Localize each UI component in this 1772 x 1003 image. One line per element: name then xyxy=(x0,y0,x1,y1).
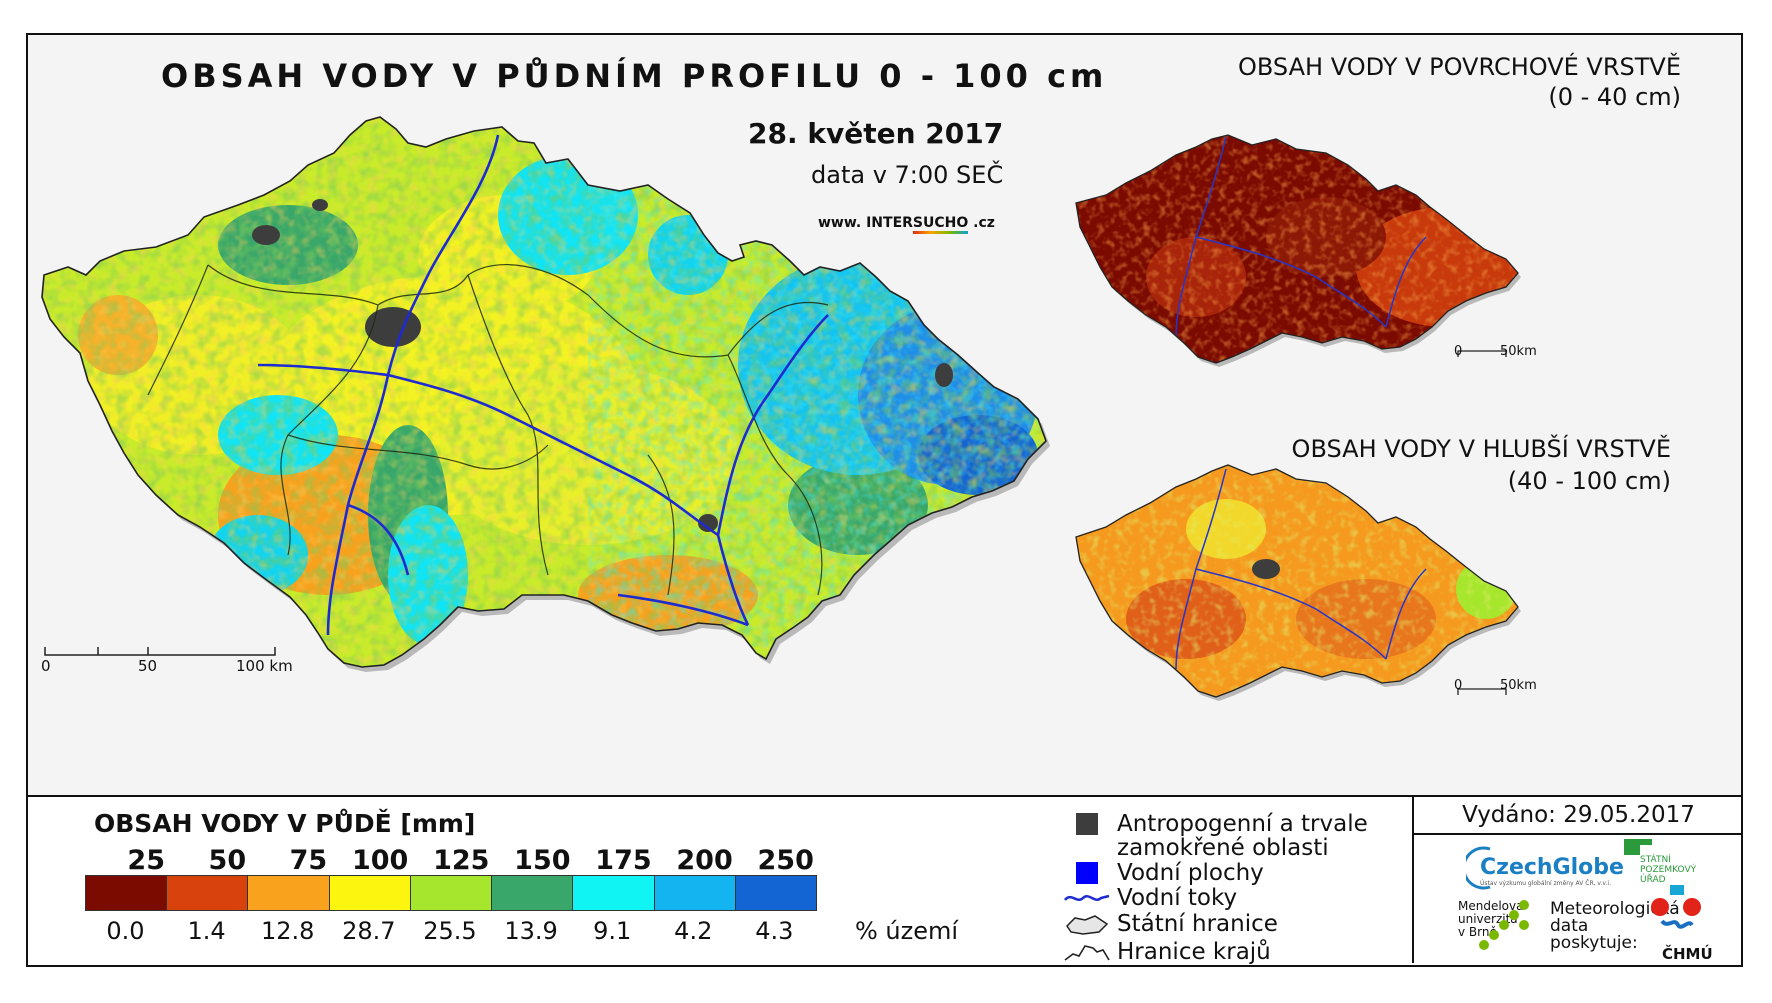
symbol-row-region-border: Hranice krajů xyxy=(1063,939,1271,965)
meteo-provider-text: Meteorologická data poskytuje: xyxy=(1550,901,1680,952)
legend-class-break-0: 25 xyxy=(127,845,165,876)
region-border-icon xyxy=(1063,939,1111,965)
legend-class-break-4: 125 xyxy=(433,845,490,876)
symbol-label-anthropogenic-2: zamokřené oblasti xyxy=(1117,835,1329,861)
spu-line-2: POZEMKOVÝ xyxy=(1640,865,1697,875)
inset-top-subtitle: (0 - 40 cm) xyxy=(1548,83,1681,111)
legend-percent-7: 4.2 xyxy=(674,917,713,945)
river-line-icon xyxy=(1063,885,1111,911)
inset-map-deep xyxy=(1075,464,1521,701)
legend-percent-0: 0.0 xyxy=(106,917,145,945)
legend-class-break-3: 100 xyxy=(351,845,409,876)
map-frame: 0 50 100 km xyxy=(26,33,1743,967)
legend-percent-3: 28.7 xyxy=(342,917,396,945)
main-scale-bar xyxy=(44,647,276,656)
symbol-label-rivers: Vodní toky xyxy=(1117,885,1238,911)
legend-swatch-0 xyxy=(86,876,168,910)
spu-line-1: STÁTNÍ xyxy=(1640,855,1671,865)
legend-percent-4: 25.5 xyxy=(423,917,477,945)
spu-line-3: ÚŘAD xyxy=(1640,875,1666,885)
chmu-logo-icon xyxy=(1651,885,1701,929)
legend-swatch-2 xyxy=(248,876,330,910)
symbol-row-water: Vodní plochy xyxy=(1063,860,1264,886)
main-scale-label-50: 50 xyxy=(138,657,158,675)
main-scale-label-0: 0 xyxy=(41,657,51,675)
legend-percent-2: 12.8 xyxy=(261,917,315,945)
inset-bottom-subtitle: (40 - 100 cm) xyxy=(1507,467,1671,495)
meteo-line-1: Meteorologická xyxy=(1550,899,1680,919)
percent-unit: % území xyxy=(855,917,959,945)
legend-swatch-8 xyxy=(735,876,816,910)
czechglobe-subtitle: Ústav výzkumu globální změny AV ČR, v.v.… xyxy=(1480,880,1611,887)
spu-logo-bar xyxy=(1624,839,1652,845)
legend-swatch-1 xyxy=(167,876,249,910)
legend-class-break-2: 75 xyxy=(289,845,328,876)
legend-swatch-5 xyxy=(492,876,574,910)
legend-swatch-4 xyxy=(410,876,493,910)
spu-logo-text: STÁTNÍ POZEMKOVÝ ÚŘAD xyxy=(1640,855,1696,885)
legend-class-break-6: 175 xyxy=(595,845,652,876)
inset-top-scale-0: 0 xyxy=(1454,344,1463,359)
czechglobe-logo xyxy=(1466,846,1491,890)
state-border-icon xyxy=(1063,911,1111,937)
blue-square-icon xyxy=(1063,860,1111,886)
symbol-label-water: Vodní plochy xyxy=(1117,860,1264,886)
legend-percent-5: 13.9 xyxy=(504,917,558,945)
main-map xyxy=(41,116,1050,672)
map-area: 0 50 100 km xyxy=(28,35,1741,795)
legend-title: OBSAH VODY V PŮDĚ [mm] xyxy=(94,809,476,838)
website-suffix: .cz xyxy=(968,215,995,231)
chmu-logo-text: ČHMÚ xyxy=(1662,945,1713,963)
gray-square-icon xyxy=(1063,811,1111,837)
legend-class-break-7: 200 xyxy=(676,845,733,876)
credits-panel: Vydáno: 29.05.2017 CzechGlobe Ústav výzk… xyxy=(1412,797,1743,963)
legend-swatch-3 xyxy=(329,876,411,910)
legend-swatch-7 xyxy=(654,876,736,910)
color-ramp xyxy=(85,875,817,911)
symbol-label-region-border: Hranice krajů xyxy=(1117,939,1271,965)
legend-class-break-8: 250 xyxy=(757,845,814,876)
legend-class-break-5: 150 xyxy=(514,845,571,876)
issued-date: Vydáno: 29.05.2017 xyxy=(1414,797,1743,835)
mendel-line-3: v Brně xyxy=(1458,925,1497,939)
legend-percent-8: 4.3 xyxy=(755,917,794,945)
legend-percent-1: 1.4 xyxy=(187,917,226,945)
inset-bottom-title: OBSAH VODY V HLUBŠÍ VRSTVĚ xyxy=(1291,435,1671,463)
czechglobe-logo-text: CzechGlobe xyxy=(1480,855,1624,880)
legend-swatch-6 xyxy=(573,876,655,910)
inset-bottom-scale-50: 50km xyxy=(1500,678,1537,693)
legend-divider xyxy=(28,795,1741,797)
main-scale-label-100: 100 km xyxy=(236,657,293,675)
symbol-row-state-border: Státní hranice xyxy=(1063,911,1278,937)
map-date: 28. květen 2017 xyxy=(748,117,1004,150)
inset-top-title: OBSAH VODY V POVRCHOVÉ VRSTVĚ xyxy=(1238,53,1681,81)
inset-bottom-scale-0: 0 xyxy=(1454,678,1463,693)
meteo-line-2: data xyxy=(1550,916,1589,936)
main-title: OBSAH VODY V PŮDNÍM PROFILU 0 - 100 cm xyxy=(161,57,1108,95)
map-time: data v 7:00 SEČ xyxy=(811,161,1004,189)
symbol-row-anthropogenic-2: zamokřené oblasti xyxy=(1117,835,1329,861)
symbol-row-rivers: Vodní toky xyxy=(1063,885,1237,911)
symbol-label-state-border: Státní hranice xyxy=(1117,911,1278,937)
website-highlight: SUCHO xyxy=(912,215,969,234)
legend-class-break-1: 50 xyxy=(208,845,247,876)
website-prefix: www. INTER xyxy=(818,215,913,231)
inset-top-scale-50: 50km xyxy=(1500,344,1537,359)
inset-map-surface xyxy=(1075,134,1521,367)
symbol-label-anthropogenic-1: Antropogenní a trvale xyxy=(1117,811,1368,837)
legend-panel: OBSAH VODY V PŮDĚ [mm] 25 50 75 100 125 150 17… xyxy=(28,797,1743,965)
legend-percent-6: 9.1 xyxy=(593,917,632,945)
mendel-line-1: Mendelova xyxy=(1458,899,1524,913)
mendel-logo-icon xyxy=(1479,900,1529,950)
meteo-line-3: poskytuje: xyxy=(1550,933,1638,953)
website-link[interactable]: www. INTERSUCHO .cz xyxy=(818,215,995,234)
symbol-row-anthropogenic: Antropogenní a trvale xyxy=(1063,811,1368,837)
